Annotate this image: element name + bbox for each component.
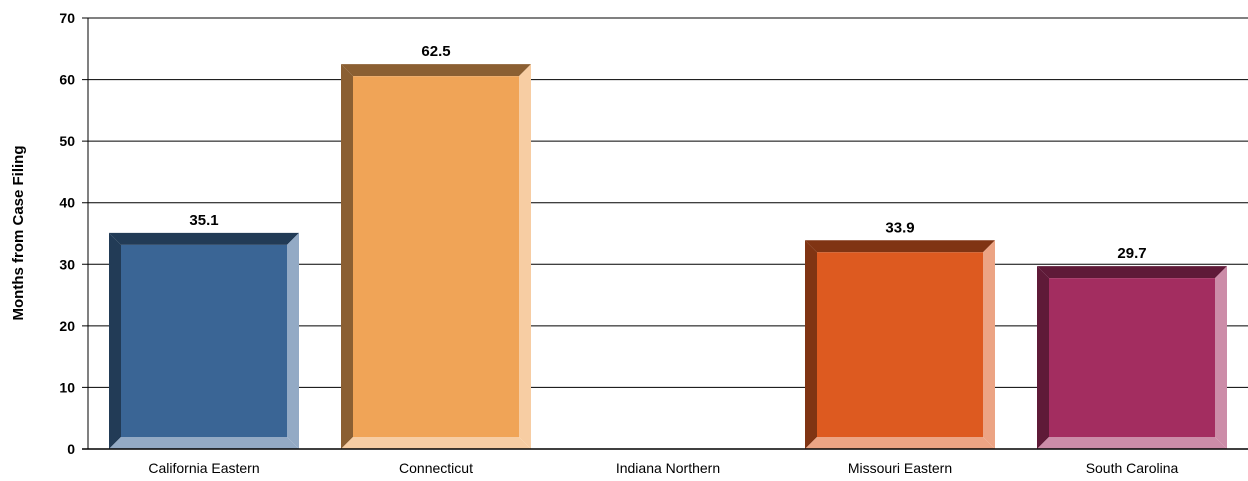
bar [1037,266,1227,449]
bar [109,232,299,449]
bar-face [353,76,519,437]
y-tick-label: 20 [59,318,75,334]
bar-face [1049,278,1215,437]
bar-top-bevel [1037,266,1227,279]
data-label: 35.1 [189,212,218,229]
bar-bottom-bevel [109,437,299,449]
bar-top-bevel [109,232,299,245]
data-label: 62.5 [421,43,450,60]
y-tick-label: 40 [59,195,75,211]
y-tick-label: 70 [59,10,75,26]
bar-right-bevel [983,240,995,449]
bar-top-bevel [805,240,995,253]
bar-left-bevel [109,232,121,449]
y-tick-label: 0 [67,441,75,457]
y-tick-label: 60 [59,72,75,88]
bar-bottom-bevel [1037,437,1227,449]
bar [341,64,531,449]
bar-right-bevel [1215,266,1227,449]
bar-face [817,252,983,437]
bar-face [121,244,287,437]
bar-bottom-bevel [341,437,531,449]
data-label: 29.7 [1117,245,1146,262]
y-tick-label: 50 [59,133,75,149]
category-label: Missouri Eastern [848,460,952,476]
bars: 35.1 62.5 33.9 29.7 [109,43,1227,449]
bar-bottom-bevel [805,437,995,449]
bar-left-bevel [341,64,353,449]
y-tick-label: 10 [59,379,75,395]
y-tick-labels: 0 10 20 30 40 50 60 70 [59,10,75,457]
category-label: South Carolina [1086,460,1179,476]
bar-left-bevel [1037,266,1049,449]
y-tick-label: 30 [59,256,75,272]
bar-right-bevel [287,232,299,449]
category-label: Connecticut [399,460,473,476]
bar [805,240,995,449]
bar-left-bevel [805,240,817,449]
bar-top-bevel [341,64,531,77]
category-label: California Eastern [148,460,259,476]
y-axis-title: Months from Case Filing [10,145,27,320]
data-label: 33.9 [885,219,914,236]
category-labels: California Eastern Connecticut Indiana Nor… [148,460,1178,476]
category-label: Indiana Northern [616,460,720,476]
bar-right-bevel [519,64,531,449]
